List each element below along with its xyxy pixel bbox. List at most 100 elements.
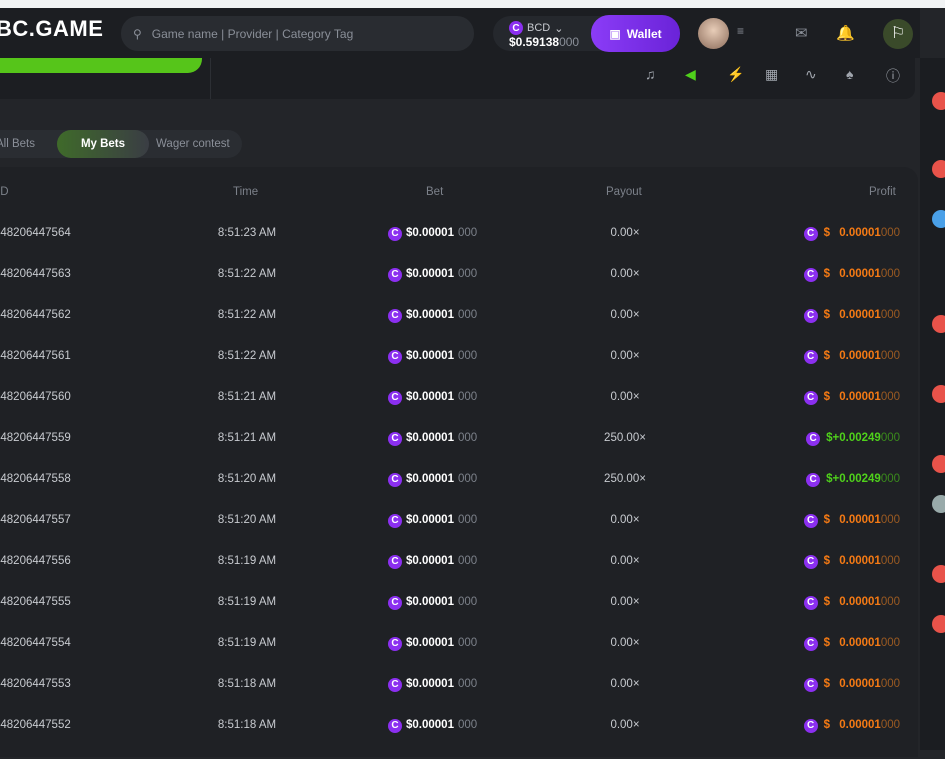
profit: C $ 0.00001000 (803, 554, 900, 569)
bet-amount: C $0.00001 000 (388, 226, 477, 241)
bcd-coin-icon: C (388, 472, 402, 487)
table-row[interactable]: 748206447556 8:51:19 AM C $0.00001 000 0.0… (0, 554, 918, 595)
payout: 0.00× (610, 637, 640, 649)
bet-id[interactable]: 748206447563 (0, 268, 71, 280)
bet-time: 8:51:19 AM (217, 637, 277, 649)
sound-icon[interactable]: ◀ (685, 66, 696, 82)
table-row[interactable]: 748206447563 8:51:22 AM C $0.00001 000 0.0… (0, 267, 918, 308)
bet-time: 8:51:22 AM (217, 309, 277, 321)
table-row[interactable]: 748206447564 8:51:23 AM C $0.00001 000 0.0… (0, 226, 918, 267)
table-row[interactable]: 748206447555 8:51:19 AM C $0.00001 000 0.0… (0, 595, 918, 636)
tab-all-bets[interactable]: All Bets (0, 138, 35, 150)
profit: C $ 0.00001000 (803, 718, 900, 733)
bet-time: 8:51:22 AM (217, 350, 277, 362)
payout: 0.00× (610, 268, 640, 280)
fairness-icon[interactable]: ♠ (846, 66, 854, 82)
bet-amount: C $0.00001 000 (388, 595, 477, 610)
mail-icon[interactable]: ✉ (795, 25, 808, 42)
col-time: Time (233, 186, 259, 198)
col-profit: Profit (869, 186, 896, 198)
bet-id[interactable]: 748206447560 (0, 391, 71, 403)
bcd-coin-icon: C (388, 267, 402, 282)
profit: C $ 0.00001000 (803, 677, 900, 692)
bet-id[interactable]: 748206447562 (0, 309, 71, 321)
bcd-coin-icon: C (388, 308, 402, 323)
chat-user-avatar[interactable] (932, 92, 945, 110)
bet-amount: C $0.00001 000 (388, 308, 477, 323)
bet-id[interactable]: 748206447553 (0, 678, 71, 690)
bet-id[interactable]: 748206447556 (0, 555, 71, 567)
col-id: ID (0, 186, 9, 198)
payout: 0.00× (610, 596, 640, 608)
music-off-icon[interactable]: ♫ (645, 66, 656, 82)
table-row[interactable]: 748206447557 8:51:20 AM C $0.00001 000 0.0… (0, 513, 918, 554)
bcd-coin-icon: C (806, 431, 821, 446)
bcd-coin-icon: C (803, 349, 818, 364)
bcd-coin-icon: C (509, 21, 523, 35)
chat-user-avatar[interactable] (932, 210, 945, 228)
payout: 0.00× (610, 555, 640, 567)
bet-id[interactable]: 748206447559 (0, 432, 71, 444)
bet-id[interactable]: 748206447564 (0, 227, 71, 239)
wallet-button[interactable]: ▣ Wallet (591, 15, 680, 52)
bet-id[interactable]: 748206447554 (0, 637, 71, 649)
chat-user-avatar[interactable] (932, 315, 945, 333)
bet-amount: C $0.00001 000 (388, 554, 477, 569)
table-row[interactable]: 748206447561 8:51:22 AM C $0.00001 000 0.0… (0, 349, 918, 390)
chart-icon[interactable]: ∿ (805, 66, 817, 82)
table-row[interactable]: 748206447558 8:51:20 AM C $0.00001 000 250… (0, 472, 918, 513)
table-row[interactable]: 748206447559 8:51:21 AM C $0.00001 000 250… (0, 431, 918, 472)
bet-time: 8:51:19 AM (217, 596, 277, 608)
bet-amount: C $0.00001 000 (388, 267, 477, 282)
currency-label: BCD (527, 22, 551, 34)
table-row[interactable]: 748206447552 8:51:18 AM C $0.00001 000 0.0… (0, 718, 918, 759)
chat-user-avatar[interactable] (932, 615, 945, 633)
bet-time: 8:51:18 AM (217, 719, 277, 731)
tab-my-bets[interactable]: My Bets (57, 130, 149, 158)
bell-icon[interactable]: 🔔 (836, 25, 855, 42)
bcd-coin-icon: C (803, 267, 818, 282)
profit: C $ 0.00001000 (803, 349, 900, 364)
table-row[interactable]: 748206447560 8:51:21 AM C $0.00001 000 0.0… (0, 390, 918, 431)
chat-user-avatar[interactable] (932, 565, 945, 583)
chat-user-avatar[interactable] (932, 455, 945, 473)
tab-wager-contest[interactable]: Wager contest (156, 138, 230, 150)
bet-id[interactable]: 748206447552 (0, 719, 71, 731)
chat-toggle-icon[interactable]: ⚐ (883, 19, 913, 49)
bet-time: 8:51:19 AM (217, 555, 277, 567)
bcd-coin-icon: C (388, 226, 402, 241)
chevron-down-icon: ⌄ (554, 22, 564, 35)
logo[interactable]: BC.GAME (0, 16, 104, 41)
user-avatar[interactable] (698, 18, 729, 49)
keyboard-icon[interactable]: ▦ (765, 66, 779, 82)
chat-user-avatar[interactable] (932, 160, 945, 178)
chat-user-avatar[interactable] (932, 495, 945, 513)
profit: C $+0.00249000 (806, 472, 900, 487)
menu-icon[interactable]: ≡ (737, 24, 745, 38)
table-row[interactable]: 748206447562 8:51:22 AM C $0.00001 000 0.0… (0, 308, 918, 349)
search-placeholder: Game name | Provider | Category Tag (151, 26, 354, 41)
bet-id[interactable]: 748206447561 (0, 350, 71, 362)
bet-amount: C $0.00001 000 (388, 472, 477, 487)
bcd-coin-icon: C (803, 390, 818, 405)
bcd-coin-icon: C (803, 718, 818, 733)
bet-amount: C $0.00001 000 (388, 636, 477, 651)
bet-id[interactable]: 748206447557 (0, 514, 71, 526)
bets-table (0, 167, 918, 757)
help-icon[interactable]: ⓘ (886, 68, 900, 84)
bet-time: 8:51:20 AM (217, 514, 277, 526)
table-row[interactable]: 748206447554 8:51:19 AM C $0.00001 000 0.0… (0, 636, 918, 677)
profit: C $ 0.00001000 (803, 308, 900, 323)
payout: 0.00× (610, 719, 640, 731)
table-row[interactable]: 748206447553 8:51:18 AM C $0.00001 000 0.0… (0, 677, 918, 718)
bet-id[interactable]: 748206447558 (0, 473, 71, 485)
bet-id[interactable]: 748206447555 (0, 596, 71, 608)
profit: C $ 0.00001000 (803, 513, 900, 528)
chat-user-avatar[interactable] (932, 385, 945, 403)
search-input[interactable]: ⚲ Game name | Provider | Category Tag (121, 16, 474, 51)
lightning-icon[interactable]: ⚡ (727, 66, 745, 82)
profit: C $ 0.00001000 (803, 267, 900, 282)
bet-time: 8:51:20 AM (217, 473, 277, 485)
bet-amount: C $0.00001 000 (388, 431, 477, 446)
profit: C $+0.00249000 (806, 431, 900, 446)
